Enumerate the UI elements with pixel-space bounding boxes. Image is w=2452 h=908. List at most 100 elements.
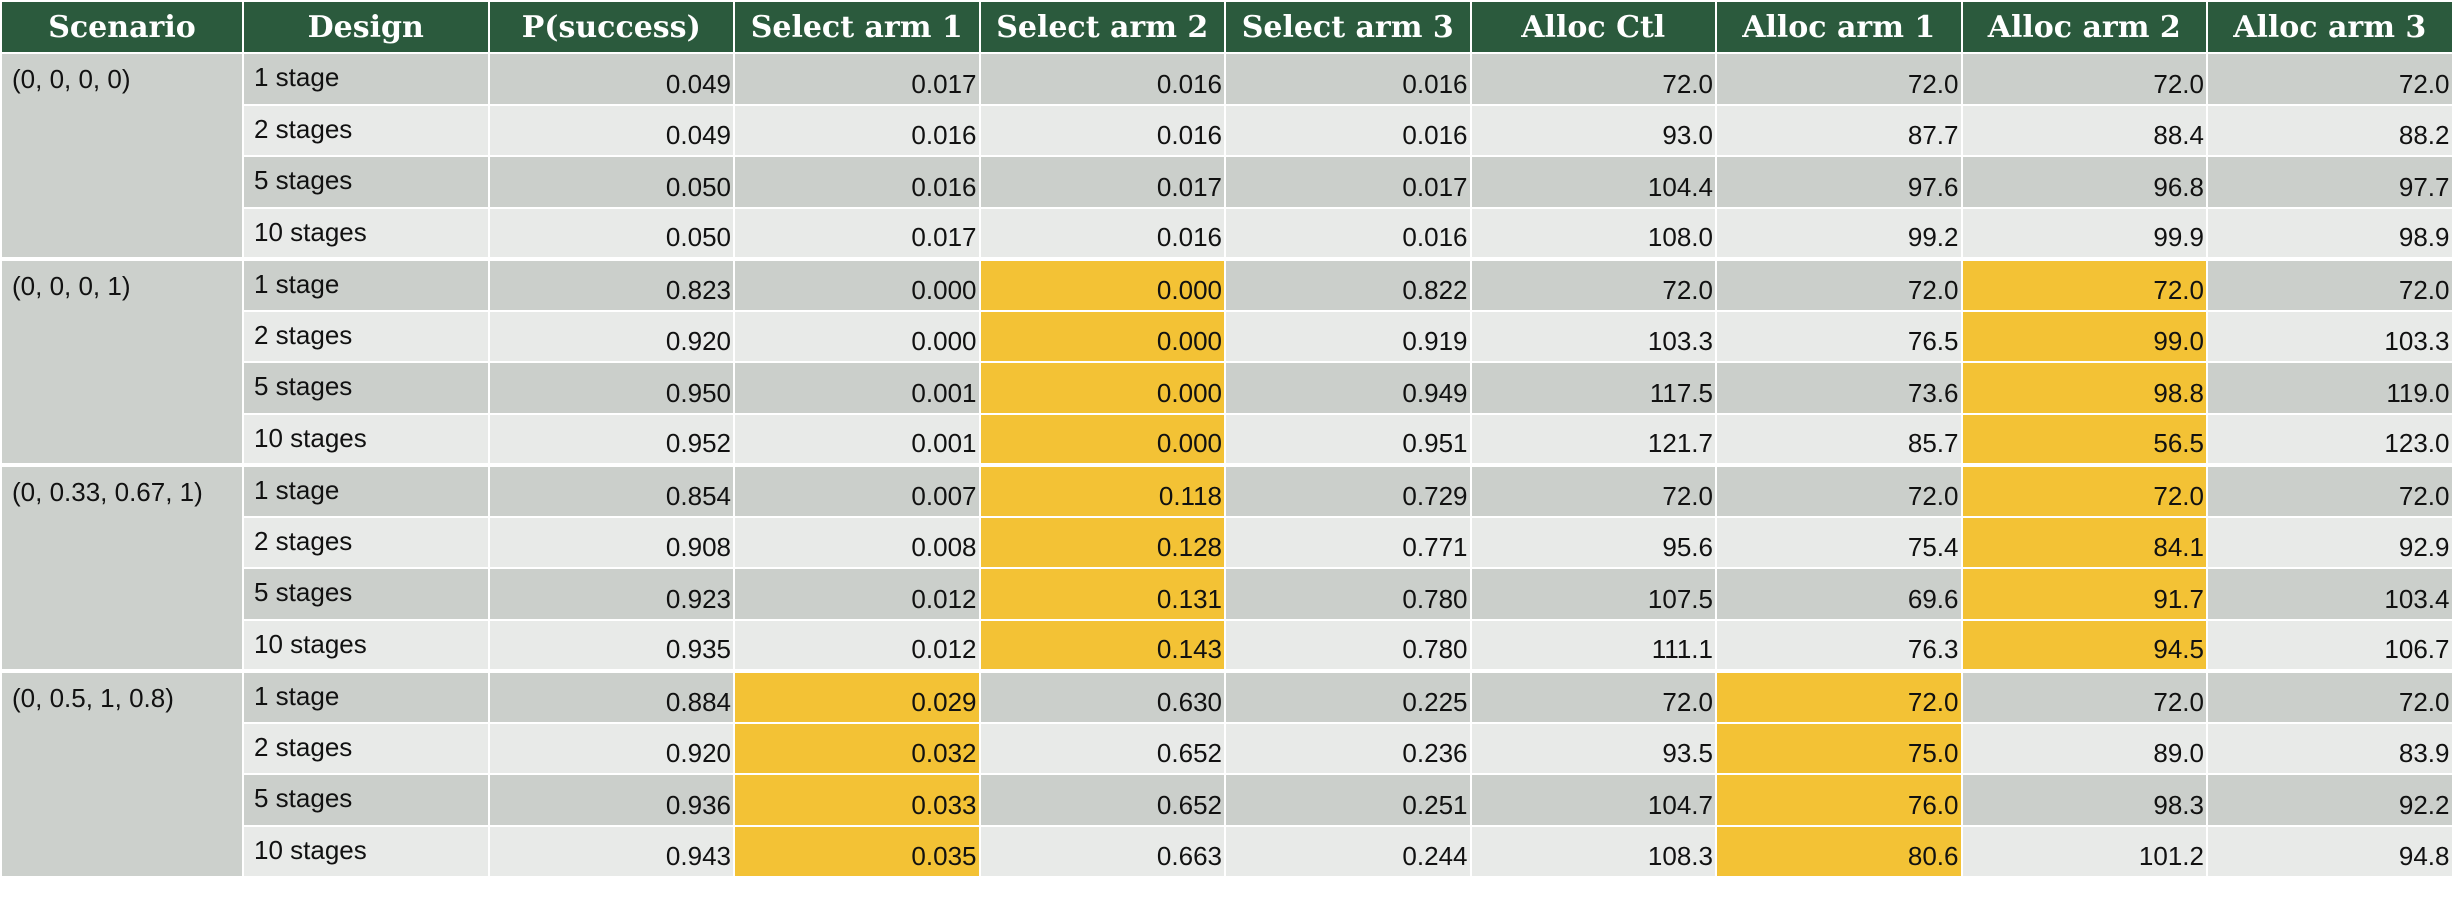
table-row: 10 stages 0.935 0.012 0.143 0.780 111.1 76.3 94… bbox=[1, 618, 2452, 672]
value-cell: 72.0 bbox=[1960, 52, 2208, 106]
value-cell: 119.0 bbox=[2206, 361, 2452, 415]
table-row: 2 stages 0.920 0.032 0.652 0.236 93.5 75.0 89.0… bbox=[1, 721, 2452, 775]
table-row: (0, 0.33, 0.67, 1) 1 stage 0.854 0.007 0.118… bbox=[0, 463, 2452, 672]
value-cell: 0.923 bbox=[487, 567, 735, 621]
value-cell: 72.0 bbox=[1715, 52, 1963, 106]
table-row: 10 stages 0.050 0.017 0.016 0.016 108.0 99.2 99… bbox=[1, 206, 2452, 260]
value-cell: 0.244 bbox=[1224, 824, 1472, 878]
value-cell: 0.012 bbox=[733, 567, 981, 621]
value-cell: 0.016 bbox=[1224, 103, 1472, 157]
highlighted-value-cell: 98.8 bbox=[1960, 361, 2208, 415]
value-cell: 0.950 bbox=[487, 361, 735, 415]
table-row: (0, 0.5, 1, 0.8) 1 stage 0.884 0.029 0.630 0.… bbox=[0, 669, 2452, 878]
header-scenario: Scenario bbox=[0, 0, 244, 54]
table-row: 5 stages 0.050 0.016 0.017 0.017 104.4 97.6 96.… bbox=[1, 155, 2452, 209]
value-cell: 92.2 bbox=[2206, 773, 2452, 827]
design-cell: 5 stages bbox=[242, 361, 490, 415]
value-cell: 0.251 bbox=[1224, 773, 1472, 827]
value-cell: 92.9 bbox=[2206, 515, 2452, 569]
highlighted-value-cell: 0.000 bbox=[978, 412, 1226, 466]
value-cell: 75.4 bbox=[1715, 515, 1963, 569]
value-cell: 72.0 bbox=[2206, 463, 2452, 518]
value-cell: 107.5 bbox=[1469, 567, 1717, 621]
design-cell: 2 stages bbox=[242, 721, 490, 775]
design-cell: 5 stages bbox=[242, 773, 490, 827]
value-cell: 0.050 bbox=[487, 206, 735, 260]
value-cell: 0.771 bbox=[1224, 515, 1472, 569]
value-cell: 76.5 bbox=[1715, 309, 1963, 363]
value-cell: 111.1 bbox=[1469, 618, 1717, 672]
value-cell: 0.049 bbox=[487, 103, 735, 157]
value-cell: 0.016 bbox=[733, 155, 981, 209]
value-cell: 0.935 bbox=[487, 618, 735, 672]
highlighted-value-cell: 0.131 bbox=[978, 567, 1226, 621]
value-cell: 85.7 bbox=[1715, 412, 1963, 466]
value-cell: 0.016 bbox=[1224, 206, 1472, 260]
value-cell: 0.016 bbox=[978, 103, 1226, 157]
value-cell: 0.920 bbox=[487, 721, 735, 775]
design-cell: 1 stage bbox=[242, 463, 490, 518]
value-cell: 98.9 bbox=[2206, 206, 2452, 260]
header-row: Scenario Design P(success) Select arm 1 … bbox=[0, 0, 2452, 54]
value-cell: 106.7 bbox=[2206, 618, 2452, 672]
header-alloc-arm-1: Alloc arm 1 bbox=[1715, 0, 1963, 54]
design-cell: 10 stages bbox=[242, 206, 490, 260]
value-cell: 103.3 bbox=[2206, 309, 2452, 363]
highlighted-value-cell: 0.000 bbox=[978, 361, 1226, 415]
header-select-arm-2: Select arm 2 bbox=[978, 0, 1226, 54]
design-cell: 5 stages bbox=[242, 155, 490, 209]
value-cell: 97.7 bbox=[2206, 155, 2452, 209]
value-cell: 83.9 bbox=[2206, 721, 2452, 775]
value-cell: 0.780 bbox=[1224, 567, 1472, 621]
value-cell: 0.663 bbox=[978, 824, 1226, 878]
table-row: 2 stages 0.049 0.016 0.016 0.016 93.0 87.7 88.4… bbox=[1, 103, 2452, 157]
value-cell: 117.5 bbox=[1469, 361, 1717, 415]
value-cell: 0.049 bbox=[487, 52, 735, 106]
value-cell: 0.016 bbox=[1224, 52, 1472, 106]
value-cell: 72.0 bbox=[1469, 463, 1717, 518]
value-cell: 0.729 bbox=[1224, 463, 1472, 518]
table-body: (0, 0, 0, 0) 1 stage 0.049 0.017 0.016 0.016 7… bbox=[0, 52, 2452, 878]
value-cell: 0.017 bbox=[1224, 155, 1472, 209]
header-select-arm-1: Select arm 1 bbox=[733, 0, 981, 54]
value-cell: 0.630 bbox=[978, 669, 1226, 724]
value-cell: 97.6 bbox=[1715, 155, 1963, 209]
value-cell: 89.0 bbox=[1960, 721, 2208, 775]
highlighted-value-cell: 0.033 bbox=[733, 773, 981, 827]
table-row: 10 stages 0.943 0.035 0.663 0.244 108.3 80.6 10… bbox=[1, 824, 2452, 878]
value-cell: 0.952 bbox=[487, 412, 735, 466]
table-row: 10 stages 0.952 0.001 0.000 0.951 121.7 85.7 56… bbox=[1, 412, 2452, 466]
highlighted-value-cell: 72.0 bbox=[1715, 669, 1963, 724]
value-cell: 0.236 bbox=[1224, 721, 1472, 775]
value-cell: 0.016 bbox=[978, 52, 1226, 106]
value-cell: 73.6 bbox=[1715, 361, 1963, 415]
value-cell: 0.919 bbox=[1224, 309, 1472, 363]
value-cell: 72.0 bbox=[1715, 463, 1963, 518]
header-alloc-ctl: Alloc Ctl bbox=[1469, 0, 1717, 54]
value-cell: 72.0 bbox=[2206, 257, 2452, 312]
scenario-cell: (0, 0.33, 0.67, 1) bbox=[0, 463, 244, 672]
value-cell: 0.225 bbox=[1224, 669, 1472, 724]
design-cell: 10 stages bbox=[242, 824, 490, 878]
header-design: Design bbox=[242, 0, 490, 54]
value-cell: 0.000 bbox=[733, 309, 981, 363]
value-cell: 0.017 bbox=[733, 52, 981, 106]
header-alloc-arm-3: Alloc arm 3 bbox=[2206, 0, 2452, 54]
table-row: 2 stages 0.908 0.008 0.128 0.771 95.6 75.4 84.1… bbox=[1, 515, 2452, 569]
value-cell: 88.2 bbox=[2206, 103, 2452, 157]
design-cell: 1 stage bbox=[242, 52, 490, 106]
design-cell: 2 stages bbox=[242, 309, 490, 363]
highlighted-value-cell: 0.035 bbox=[733, 824, 981, 878]
highlighted-value-cell: 72.0 bbox=[1960, 257, 2208, 312]
design-cell: 2 stages bbox=[242, 515, 490, 569]
value-cell: 72.0 bbox=[1469, 669, 1717, 724]
design-cell: 10 stages bbox=[242, 618, 490, 672]
table-row: (0, 0, 0, 0) 1 stage 0.049 0.017 0.016 0.016 7… bbox=[0, 52, 2452, 260]
value-cell: 103.4 bbox=[2206, 567, 2452, 621]
design-cell: 5 stages bbox=[242, 567, 490, 621]
design-cell: 1 stage bbox=[242, 257, 490, 312]
value-cell: 72.0 bbox=[2206, 52, 2452, 106]
value-cell: 76.3 bbox=[1715, 618, 1963, 672]
value-cell: 72.0 bbox=[2206, 669, 2452, 724]
value-cell: 0.017 bbox=[978, 155, 1226, 209]
